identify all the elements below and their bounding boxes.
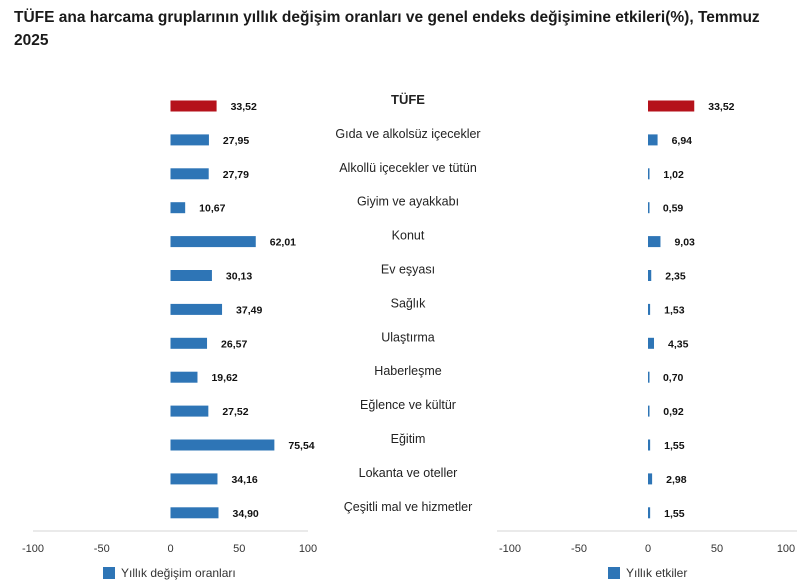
data-label-annual-effect-haberlesme: 0,70 — [663, 372, 684, 384]
data-label-annual-change-alkollu-icecekler-ve-tutun: 27,79 — [223, 169, 249, 181]
data-label-annual-change-ulastirma: 26,57 — [221, 338, 247, 350]
bar-annual-change-ulastirma — [170, 337, 208, 349]
bar-annual-effect-cesitli-mal-ve-hizmetler — [648, 507, 651, 519]
x-tick-label-annual-change: 100 — [299, 543, 317, 555]
data-label-annual-effect-eglence-ve-kultur: 0,92 — [663, 406, 684, 418]
data-label-annual-change-ev-esyasi: 30,13 — [226, 271, 252, 283]
data-label-annual-effect-lokanta-ve-oteller: 2,98 — [666, 474, 687, 486]
data-label-annual-change-egitim: 75,54 — [288, 440, 314, 452]
category-label-ev-esyasi: Ev eşyası — [381, 263, 435, 277]
x-tick-label-annual-change: 50 — [233, 543, 245, 555]
data-label-annual-change-gida-ve-alkolsuz-icecekler: 27,95 — [223, 135, 249, 147]
bar-annual-effect-saglik — [648, 303, 651, 315]
data-label-annual-change-cesitli-mal-ve-hizmetler: 34,90 — [232, 508, 258, 520]
data-label-annual-effect-ulastirma: 4,35 — [668, 338, 689, 350]
data-label-annual-effect-konut: 9,03 — [674, 237, 695, 249]
category-label-egitim: Eğitim — [391, 432, 426, 446]
bar-annual-change-eglence-ve-kultur — [170, 405, 209, 417]
data-label-annual-effect-egitim: 1,55 — [664, 440, 685, 452]
bar-annual-change-cesitli-mal-ve-hizmetler — [170, 507, 219, 519]
bar-annual-effect-giyim-ve-ayakkabi — [648, 202, 650, 214]
legend-item-annual-change: Yıllık değişim oranları — [103, 566, 236, 580]
category-label-haberlesme: Haberleşme — [374, 364, 441, 378]
category-label-gida-ve-alkolsuz-icecekler: Gıda ve alkolsüz içecekler — [335, 127, 480, 141]
data-label-annual-change-giyim-ve-ayakkabi: 10,67 — [199, 203, 225, 215]
bar-annual-effect-tufe — [648, 100, 695, 112]
data-label-annual-change-konut: 62,01 — [270, 237, 296, 249]
category-label-ulastirma: Ulaştırma — [381, 330, 435, 344]
bar-annual-change-saglik — [170, 303, 223, 315]
bar-annual-effect-ev-esyasi — [648, 270, 652, 281]
data-label-annual-change-haberlesme: 19,62 — [211, 372, 237, 384]
legend-label-annual-effect: Yıllık etkiler — [626, 566, 688, 580]
x-tick-label-annual-effect: 100 — [777, 543, 795, 555]
bar-annual-change-tufe — [170, 100, 217, 112]
data-label-annual-effect-gida-ve-alkolsuz-icecekler: 6,94 — [672, 135, 693, 147]
x-tick-label-annual-effect: 50 — [711, 543, 723, 555]
category-label-saglik: Sağlık — [391, 296, 426, 310]
bar-annual-effect-alkollu-icecekler-ve-tutun — [648, 168, 650, 180]
bar-annual-change-lokanta-ve-oteller — [170, 473, 218, 485]
bar-annual-change-haberlesme — [170, 371, 198, 383]
bar-annual-change-gida-ve-alkolsuz-icecekler — [170, 134, 209, 146]
data-label-annual-change-tufe: 33,52 — [231, 101, 257, 113]
bar-annual-effect-haberlesme — [648, 371, 650, 383]
category-label-tufe: TÜFE — [391, 92, 425, 107]
data-label-annual-effect-alkollu-icecekler-ve-tutun: 1,02 — [663, 169, 684, 181]
x-tick-label-annual-effect: 0 — [645, 543, 651, 555]
data-label-annual-effect-cesitli-mal-ve-hizmetler: 1,55 — [664, 508, 685, 520]
bar-annual-effect-eglence-ve-kultur — [648, 405, 650, 417]
data-label-annual-change-eglence-ve-kultur: 27,52 — [222, 406, 248, 418]
bar-annual-change-egitim — [170, 439, 275, 451]
category-label-lokanta-ve-oteller: Lokanta ve oteller — [359, 466, 458, 480]
bar-annual-effect-ulastirma — [648, 337, 655, 349]
x-tick-label-annual-effect: -100 — [499, 543, 521, 555]
data-label-annual-change-saglik: 37,49 — [236, 304, 262, 316]
right-panel-annual-effect: -100 -50 0 50 100 33,52 6,94 1,02 0,59 9,03 2,35 1,… — [497, 100, 797, 555]
x-tick-label-annual-change: -100 — [22, 543, 44, 555]
bar-annual-change-konut — [170, 236, 256, 248]
bar-annual-change-ev-esyasi — [170, 270, 212, 281]
legend-item-annual-effect: Yıllık etkiler — [608, 566, 687, 580]
legend-swatch-annual-change — [103, 567, 115, 579]
x-tick-label-annual-change: -50 — [94, 543, 110, 555]
data-label-annual-effect-tufe: 33,52 — [708, 101, 734, 113]
chart-title: TÜFE ana harcama gruplarının yıllık deği… — [14, 9, 760, 49]
data-label-annual-effect-saglik: 1,53 — [664, 304, 685, 316]
data-label-annual-effect-ev-esyasi: 2,35 — [665, 271, 686, 283]
data-label-annual-change-lokanta-ve-oteller: 34,16 — [231, 474, 257, 486]
category-label-alkollu-icecekler-ve-tutun: Alkollü içecekler ve tütün — [339, 161, 477, 175]
bar-annual-change-giyim-ve-ayakkabi — [170, 202, 186, 214]
category-label-konut: Konut — [392, 229, 425, 243]
category-label-giyim-ve-ayakkabi: Giyim ve ayakkabı — [357, 195, 459, 209]
left-panel-annual-change: -100 -50 0 50 100 33,52 27,95 27,79 10,67 62,01 30… — [22, 100, 317, 555]
data-label-annual-effect-giyim-ve-ayakkabi: 0,59 — [663, 203, 684, 215]
legend-label-annual-change: Yıllık değişim oranları — [121, 566, 236, 580]
x-tick-label-annual-change: 0 — [167, 543, 173, 555]
category-labels: TÜFE Gıda ve alkolsüz içecekler Alkollü iç… — [335, 92, 480, 514]
x-tick-label-annual-effect: -50 — [571, 543, 587, 555]
category-label-eglence-ve-kultur: Eğlence ve kültür — [360, 398, 456, 412]
legend-swatch-annual-effect — [608, 567, 620, 579]
bar-annual-effect-lokanta-ve-oteller — [648, 473, 653, 485]
bar-annual-effect-egitim — [648, 439, 651, 451]
bar-annual-effect-konut — [648, 236, 661, 248]
bar-annual-change-alkollu-icecekler-ve-tutun — [170, 168, 209, 180]
bar-annual-effect-gida-ve-alkolsuz-icecekler — [648, 134, 658, 146]
category-label-cesitli-mal-ve-hizmetler: Çeşitli mal ve hizmetler — [344, 500, 473, 514]
